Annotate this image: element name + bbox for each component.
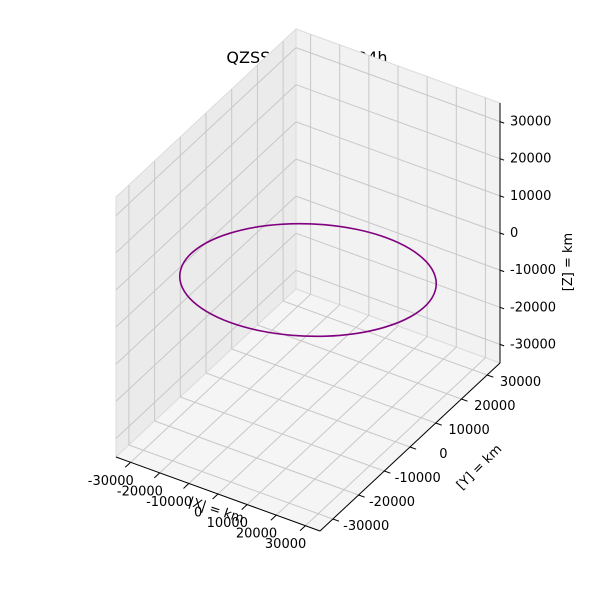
y-tick-mark [486, 374, 494, 378]
gridline-z [295, 84, 501, 160]
orbit-line [178, 222, 438, 338]
gridline-y [282, 300, 488, 376]
y-tick-mark [435, 422, 442, 426]
chart-series [178, 222, 438, 338]
z-tick-mark [499, 158, 505, 161]
y-tick-mark [384, 470, 391, 474]
z-tick-mark [499, 269, 505, 273]
z-tick-label: 30000 [510, 115, 551, 130]
z-tick-mark [499, 121, 505, 124]
y-tick-label: 20000 [474, 399, 515, 414]
z-tick-label: -30000 [510, 337, 556, 352]
gridline-z [115, 195, 297, 365]
x-tick-mark [212, 493, 219, 500]
x-tick-mark [183, 483, 190, 489]
z-tick-label: 10000 [510, 189, 551, 204]
gridline-z [295, 232, 501, 308]
z-tick-mark [499, 343, 505, 347]
y-tick-label: 0 [439, 447, 447, 462]
gridline-z [115, 47, 297, 216]
gridline-z [115, 84, 297, 254]
gridline-z [295, 269, 501, 345]
gridline-y [205, 372, 411, 448]
gridline-y [154, 420, 359, 496]
x-tick-label: 30000 [265, 537, 306, 552]
x-tick-label: 20000 [236, 527, 277, 542]
gridline-y [180, 396, 385, 472]
x-tick-label: 0 [194, 506, 202, 521]
gridline-y [128, 444, 334, 520]
gridline-z [295, 158, 501, 234]
x-tick-label: -10000 [146, 495, 192, 510]
z-tick-label: 0 [510, 226, 518, 241]
z-tick-mark [499, 232, 505, 235]
x-tick-mark [124, 461, 131, 468]
y-tick-mark [461, 398, 468, 402]
y-tick-mark [332, 518, 340, 522]
z-tick-label: -20000 [510, 300, 556, 315]
z-tick-mark [499, 306, 505, 310]
chart-tick-labels: -30000-20000-100000100002000030000-30000… [88, 115, 556, 553]
y-tick-mark [358, 494, 365, 498]
y-tick-label: 30000 [500, 375, 541, 390]
gridline-z [115, 121, 297, 291]
x-tick-label: -30000 [88, 474, 134, 489]
gridline-z [115, 270, 297, 439]
z-tick-label: -10000 [510, 263, 556, 278]
x-tick-mark [270, 514, 277, 521]
gridline-z [115, 232, 297, 402]
z-tick-mark [499, 195, 505, 198]
x-tick-mark [241, 504, 248, 510]
gridline-z [295, 121, 501, 197]
y-tick-mark [409, 446, 417, 450]
x-tick-label: 10000 [207, 516, 248, 531]
gridline-z [295, 47, 501, 123]
y-tick-label: -20000 [369, 495, 415, 510]
gridline-z [295, 195, 501, 271]
gridline-y [231, 348, 436, 424]
gridline-y [257, 324, 462, 400]
y-axis-label: [Y] = km [454, 442, 505, 493]
y-tick-label: 10000 [448, 423, 489, 438]
z-axis-label: [Z] = km [561, 233, 576, 291]
y-tick-label: -10000 [395, 471, 441, 486]
chart-gridlines [115, 34, 501, 527]
x-tick-mark [299, 525, 306, 532]
z-tick-label: 20000 [510, 152, 551, 167]
x-tick-mark [153, 472, 161, 479]
y-tick-label: -30000 [343, 519, 389, 534]
x-tick-label: -20000 [117, 484, 163, 499]
